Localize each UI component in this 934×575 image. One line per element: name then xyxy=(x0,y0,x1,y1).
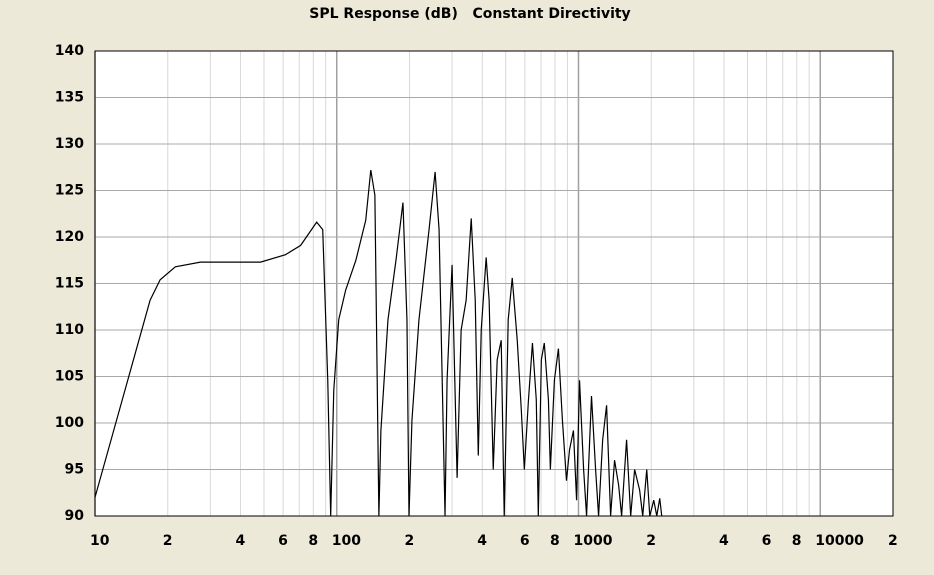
y-tick-label: 140 xyxy=(55,43,84,59)
x-tick-label: 2 xyxy=(888,533,898,549)
y-tick-label: 95 xyxy=(65,462,84,478)
y-tick-label: 100 xyxy=(55,415,84,431)
y-tick-label: 120 xyxy=(55,229,84,245)
x-tick-label: 4 xyxy=(236,533,246,549)
x-tick-label: 10000 xyxy=(815,533,864,549)
x-tick-label: 2 xyxy=(646,533,656,549)
x-tick-label: 6 xyxy=(520,533,530,549)
plot-border xyxy=(94,50,894,517)
x-tick-label: 1000 xyxy=(573,533,612,549)
x-tick-label: 8 xyxy=(792,533,802,549)
line-series xyxy=(94,169,663,517)
y-tick-label: 90 xyxy=(65,508,85,524)
x-tick-label: 10 xyxy=(90,533,110,549)
y-tick-label: 135 xyxy=(55,90,84,106)
x-tick-label: 4 xyxy=(477,533,487,549)
x-tick-label: 6 xyxy=(762,533,772,549)
x-tick-label: 2 xyxy=(163,533,173,549)
y-tick-label: 125 xyxy=(55,183,84,199)
chart-title: SPL Response (dB) Constant Directivity xyxy=(309,6,630,22)
y-tick-label: 110 xyxy=(55,322,84,338)
y-tick-label: 105 xyxy=(55,369,84,385)
x-tick-label: 8 xyxy=(308,533,318,549)
x-tick-label: 8 xyxy=(550,533,560,549)
y-tick-label: 115 xyxy=(55,276,84,292)
x-tick-label: 6 xyxy=(278,533,288,549)
x-tick-label: 100 xyxy=(332,533,361,549)
x-tick-label: 4 xyxy=(719,533,729,549)
y-tick-label: 130 xyxy=(55,136,84,152)
x-tick-label: 2 xyxy=(405,533,415,549)
